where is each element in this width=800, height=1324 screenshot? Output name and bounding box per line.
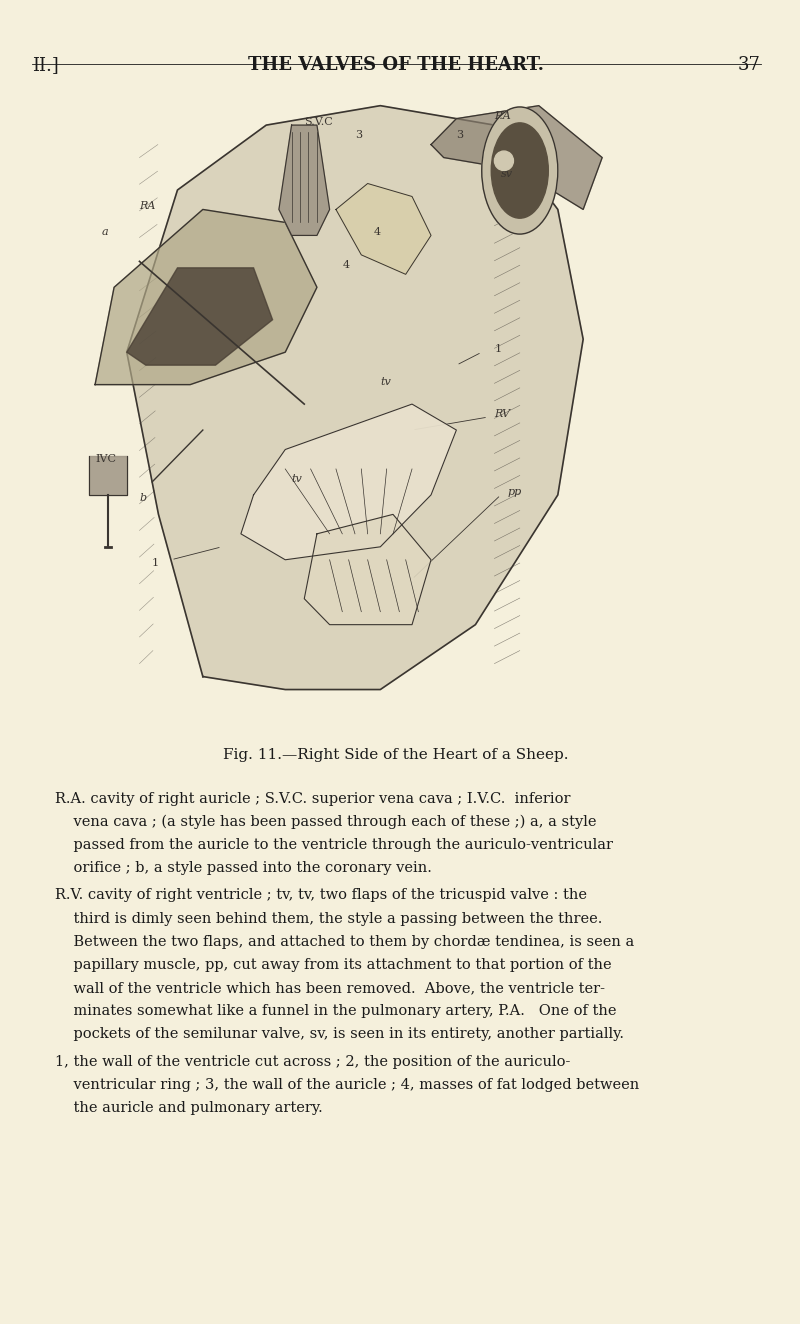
Polygon shape (89, 455, 126, 495)
Circle shape (482, 107, 558, 234)
Text: papillary muscle, pp, cut away from its attachment to that portion of the: papillary muscle, pp, cut away from its … (55, 959, 612, 972)
Text: third is dimly seen behind them, the style a passing between the three.: third is dimly seen behind them, the sty… (55, 912, 603, 925)
Text: S.V.C: S.V.C (304, 117, 333, 127)
Text: 4: 4 (342, 260, 350, 270)
Polygon shape (279, 126, 330, 236)
Text: THE VALVES OF THE HEART.: THE VALVES OF THE HEART. (248, 56, 544, 74)
Polygon shape (241, 404, 456, 560)
Text: 4: 4 (374, 228, 381, 237)
Polygon shape (336, 184, 431, 274)
Circle shape (491, 123, 548, 218)
Text: 1, the wall of the ventricle cut across ; 2, the position of the auriculo-: 1, the wall of the ventricle cut across … (55, 1055, 571, 1068)
Polygon shape (126, 106, 583, 690)
Text: tv: tv (380, 376, 391, 387)
Text: pp: pp (507, 487, 522, 496)
Text: orifice ; b, a style passed into the coronary vein.: orifice ; b, a style passed into the cor… (55, 862, 432, 875)
Text: pockets of the semilunar valve, sv, is seen in its entirety, another partially.: pockets of the semilunar valve, sv, is s… (55, 1027, 625, 1042)
Polygon shape (431, 106, 602, 209)
Text: R.V. cavity of right ventricle ; tv, tv, two flaps of the tricuspid valve : the: R.V. cavity of right ventricle ; tv, tv,… (55, 888, 587, 903)
Text: wall of the ventricle which has been removed.  Above, the ventricle ter-: wall of the ventricle which has been rem… (55, 981, 606, 996)
Text: Between the two flaps, and attached to them by chordæ tendinea, is seen a: Between the two flaps, and attached to t… (55, 935, 634, 949)
Text: the auricle and pulmonary artery.: the auricle and pulmonary artery. (55, 1102, 323, 1115)
Polygon shape (304, 515, 431, 625)
Text: Fig. 11.—Right Side of the Heart of a Sheep.: Fig. 11.—Right Side of the Heart of a Sh… (223, 748, 569, 763)
Text: minates somewhat like a funnel in the pulmonary artery, P.A.   One of the: minates somewhat like a funnel in the pu… (55, 1005, 617, 1018)
Text: b: b (139, 494, 146, 503)
Text: 1: 1 (494, 344, 502, 355)
Text: IVC: IVC (95, 454, 116, 465)
Text: R.A. cavity of right auricle ; S.V.C. superior vena cava ; I.V.C.  inferior: R.A. cavity of right auricle ; S.V.C. su… (55, 792, 571, 806)
Text: RV: RV (494, 409, 510, 420)
Text: RA: RA (139, 201, 156, 212)
Text: II.]: II.] (32, 56, 58, 74)
Text: ventricular ring ; 3, the wall of the auricle ; 4, masses of fat lodged between: ventricular ring ; 3, the wall of the au… (55, 1078, 640, 1092)
Ellipse shape (494, 151, 514, 171)
Text: 3: 3 (355, 130, 362, 140)
Text: a: a (102, 228, 108, 237)
Text: 3: 3 (456, 130, 463, 140)
Text: tv: tv (291, 474, 302, 485)
Text: vena cava ; (a style has been passed through each of these ;) a, a style: vena cava ; (a style has been passed thr… (55, 816, 597, 829)
Text: passed from the auricle to the ventricle through the auriculo-ventricular: passed from the auricle to the ventricle… (55, 838, 614, 853)
Polygon shape (126, 267, 273, 365)
Polygon shape (95, 209, 317, 385)
Text: sv: sv (501, 169, 513, 179)
Text: P.A: P.A (494, 111, 511, 120)
Text: 1: 1 (152, 559, 159, 568)
Text: 37: 37 (738, 56, 761, 74)
